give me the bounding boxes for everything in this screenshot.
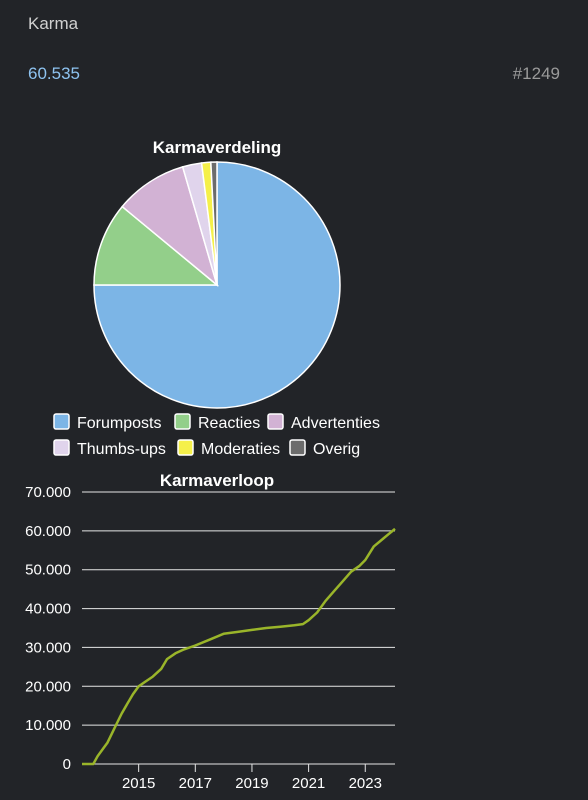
legend-label: Thumbs-ups bbox=[77, 441, 166, 458]
legend-item-overig[interactable]: Overig bbox=[289, 439, 360, 458]
karma-rank: #1249 bbox=[512, 64, 560, 83]
legend-label: Reacties bbox=[198, 415, 260, 432]
line-chart bbox=[82, 527, 396, 766]
y-tick-label: 70.000 bbox=[25, 484, 71, 501]
legend-item-forumposts[interactable]: Forumposts bbox=[53, 413, 161, 432]
line-chart-title: Karmaverloop bbox=[160, 471, 274, 490]
legend-item-reacties[interactable]: Reacties bbox=[174, 413, 260, 432]
y-tick-label: 40.000 bbox=[25, 601, 71, 618]
y-tick-label: 10.000 bbox=[25, 717, 71, 734]
legend-item-advertenties[interactable]: Advertenties bbox=[267, 413, 380, 432]
karma-total-value[interactable]: 60.535 bbox=[28, 64, 80, 83]
line-chart-y-axis: 0 10.000 20.000 30.000 40.000 50.000 60.000 70.… bbox=[25, 484, 71, 773]
legend-item-moderaties[interactable]: Moderaties bbox=[177, 439, 280, 458]
pie-chart bbox=[93, 161, 341, 409]
legend-swatch bbox=[53, 439, 70, 456]
karma-label: Karma bbox=[28, 14, 79, 33]
y-tick-label: 20.000 bbox=[25, 678, 71, 695]
pie-chart-title: Karmaverdeling bbox=[153, 138, 282, 157]
y-tick-label: 60.000 bbox=[25, 523, 71, 540]
y-tick-label: 0 bbox=[63, 756, 71, 773]
x-tick-label: 2021 bbox=[292, 775, 325, 792]
pie-slice-reacties[interactable] bbox=[93, 205, 220, 286]
y-tick-label: 50.000 bbox=[25, 562, 71, 579]
legend-label: Advertenties bbox=[291, 415, 380, 432]
legend-swatch bbox=[289, 439, 306, 456]
pie-legend: Forumposts Reacties Advertenties Thumbs-ups… bbox=[53, 413, 380, 458]
line-chart-grid bbox=[82, 491, 395, 765]
x-tick-label: 2019 bbox=[235, 775, 268, 792]
legend-item-thumbs-ups[interactable]: Thumbs-ups bbox=[53, 439, 166, 458]
legend-label: Overig bbox=[313, 441, 360, 458]
y-tick-label: 30.000 bbox=[25, 639, 71, 656]
legend-swatch bbox=[177, 439, 194, 456]
x-tick-label: 2023 bbox=[349, 775, 382, 792]
legend-label: Forumposts bbox=[77, 415, 161, 432]
x-tick-label: 2017 bbox=[179, 775, 212, 792]
x-tick-label: 2015 bbox=[122, 775, 155, 792]
legend-label: Moderaties bbox=[201, 441, 280, 458]
legend-swatch bbox=[53, 413, 70, 430]
pie-slice-overig[interactable] bbox=[210, 161, 218, 286]
legend-swatch bbox=[174, 413, 191, 430]
line-chart-x-axis: 2015 2017 2019 2021 2023 bbox=[122, 764, 382, 792]
series-line-0[interactable] bbox=[82, 527, 396, 766]
legend-swatch bbox=[267, 413, 284, 430]
